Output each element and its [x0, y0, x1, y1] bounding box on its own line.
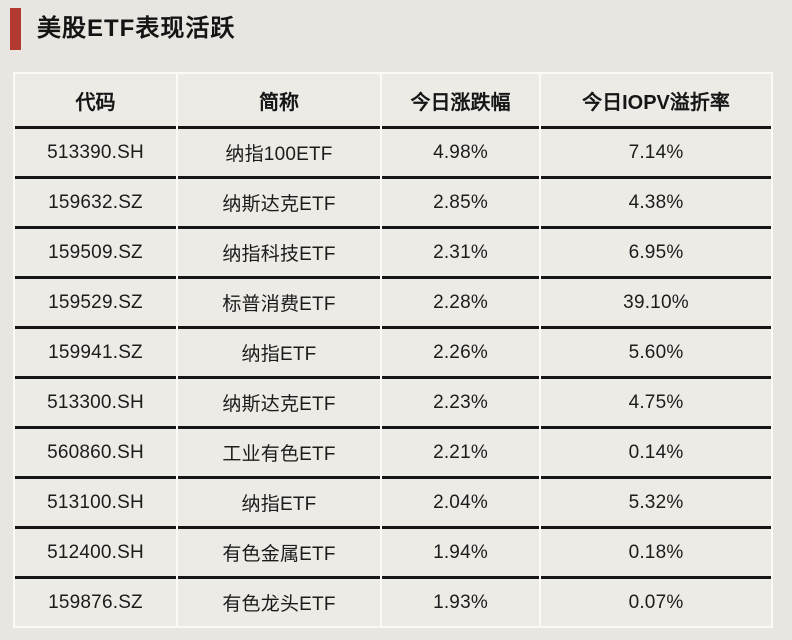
etf-table: 代码 简称 今日涨跌幅 今日IOPV溢折率 513390.SH 纳指100ETF 4… [13, 72, 773, 628]
table-row: 159941.SZ 纳指ETF 2.26% 5.60% [15, 329, 771, 379]
cell-name: 纳指100ETF [178, 129, 380, 179]
table-row: 159509.SZ 纳指科技ETF 2.31% 6.95% [15, 229, 771, 279]
table-row: 159529.SZ 标普消费ETF 2.28% 39.10% [15, 279, 771, 329]
cell-iopv: 4.38% [541, 179, 771, 229]
cell-change: 2.04% [382, 479, 539, 529]
cell-change: 2.21% [382, 429, 539, 479]
cell-iopv: 4.75% [541, 379, 771, 429]
cell-change: 2.85% [382, 179, 539, 229]
cell-name: 纳斯达克ETF [178, 379, 380, 429]
cell-code: 159529.SZ [15, 279, 176, 329]
cell-iopv: 39.10% [541, 279, 771, 329]
cell-iopv: 0.18% [541, 529, 771, 579]
cell-change: 2.23% [382, 379, 539, 429]
table-row: 513390.SH 纳指100ETF 4.98% 7.14% [15, 129, 771, 179]
cell-name: 纳指ETF [178, 329, 380, 379]
table-row: 513300.SH 纳斯达克ETF 2.23% 4.75% [15, 379, 771, 429]
cell-iopv: 5.60% [541, 329, 771, 379]
cell-code: 513390.SH [15, 129, 176, 179]
cell-code: 512400.SH [15, 529, 176, 579]
table-row: 513100.SH 纳指ETF 2.04% 5.32% [15, 479, 771, 529]
cell-change: 1.93% [382, 579, 539, 626]
cell-code: 513300.SH [15, 379, 176, 429]
cell-name: 标普消费ETF [178, 279, 380, 329]
cell-iopv: 0.07% [541, 579, 771, 626]
page-title: 美股ETF表现活跃 [37, 15, 236, 42]
cell-name: 纳斯达克ETF [178, 179, 380, 229]
cell-code: 513100.SH [15, 479, 176, 529]
title-accent-bar [10, 8, 21, 50]
cell-change: 1.94% [382, 529, 539, 579]
cell-name: 有色金属ETF [178, 529, 380, 579]
cell-change: 4.98% [382, 129, 539, 179]
cell-code: 159632.SZ [15, 179, 176, 229]
cell-code: 159941.SZ [15, 329, 176, 379]
column-header-iopv: 今日IOPV溢折率 [541, 74, 771, 129]
table-row: 159876.SZ 有色龙头ETF 1.93% 0.07% [15, 579, 771, 626]
title-row: 美股ETF表现活跃 [10, 7, 235, 51]
cell-code: 560860.SH [15, 429, 176, 479]
cell-code: 159509.SZ [15, 229, 176, 279]
table-row: 560860.SH 工业有色ETF 2.21% 0.14% [15, 429, 771, 479]
table-body: 513390.SH 纳指100ETF 4.98% 7.14% 159632.SZ 纳斯达克… [15, 129, 771, 626]
table-row: 512400.SH 有色金属ETF 1.94% 0.18% [15, 529, 771, 579]
table-header: 代码 简称 今日涨跌幅 今日IOPV溢折率 [15, 74, 771, 129]
cell-iopv: 6.95% [541, 229, 771, 279]
cell-iopv: 5.32% [541, 479, 771, 529]
cell-iopv: 7.14% [541, 129, 771, 179]
table-header-row: 代码 简称 今日涨跌幅 今日IOPV溢折率 [15, 74, 771, 129]
cell-name: 纳指科技ETF [178, 229, 380, 279]
cell-name: 工业有色ETF [178, 429, 380, 479]
column-header-change: 今日涨跌幅 [382, 74, 539, 129]
cell-name: 有色龙头ETF [178, 579, 380, 626]
cell-change: 2.28% [382, 279, 539, 329]
column-header-code: 代码 [15, 74, 176, 129]
cell-change: 2.31% [382, 229, 539, 279]
cell-name: 纳指ETF [178, 479, 380, 529]
table-row: 159632.SZ 纳斯达克ETF 2.85% 4.38% [15, 179, 771, 229]
column-header-name: 简称 [178, 74, 380, 129]
cell-iopv: 0.14% [541, 429, 771, 479]
cell-change: 2.26% [382, 329, 539, 379]
cell-code: 159876.SZ [15, 579, 176, 626]
